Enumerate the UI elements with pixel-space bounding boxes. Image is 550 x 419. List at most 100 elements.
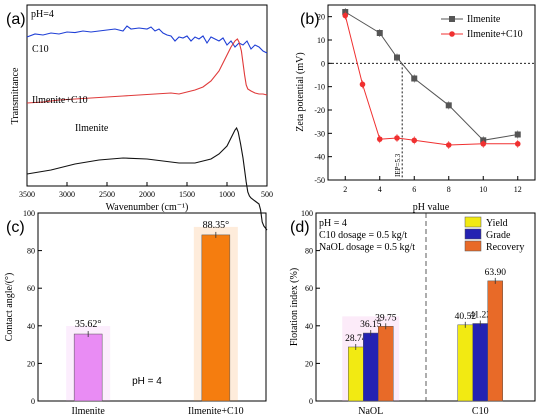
panel-a-x-tick-label: 3500 (19, 190, 35, 199)
panel-c-y-tick-label: 60 (27, 284, 35, 293)
panel-b-point-ilmenite-c10 (359, 81, 366, 88)
panel-d-y-tick-label: 80 (305, 247, 313, 256)
panel-b-point-ilmenite-c10 (445, 142, 452, 148)
panel-b-point-ilmenite-c10 (514, 141, 521, 147)
panel-b-iep-label: IEP=5.3 (394, 153, 402, 177)
panel-a-series-c10 (26, 25, 268, 54)
panel-b-x-tick-label: 10 (479, 185, 487, 194)
panel-d-naol-dosage: NaOL dosage = 0.5 kg/t (319, 242, 415, 253)
panel-a-x-tick-label: 3000 (59, 190, 75, 199)
panel-c-value-label: 35.62° (75, 319, 102, 330)
panel-d-bar-recovery (378, 326, 394, 402)
panel-d-bar-grade (363, 332, 379, 402)
panel-d-bar-recovery (487, 280, 503, 402)
panel-d-bar-yield (348, 346, 364, 402)
panel-d-value-label: 41.22 (470, 311, 492, 321)
panel-d: (d) Flotation index (%) 0 20 40 60 80 100 28.… (289, 209, 536, 417)
panel-a-x-tick-label: 1000 (219, 190, 235, 199)
panel-a-tag: (a) (6, 11, 26, 28)
panel-d-category-label: NaOL (358, 406, 383, 417)
panel-b-point-ilmenite (376, 30, 383, 36)
panel-b-point-ilmenite-c10 (394, 135, 400, 141)
panel-c-y-tick-label: 40 (27, 322, 35, 331)
panel-b-x-tick-label: 6 (412, 185, 416, 194)
panel-c-tag: (c) (6, 219, 25, 236)
panel-a-curve-label-c10: C10 (32, 44, 49, 55)
panel-a-curve-label-ilmenite: Ilmenite (75, 123, 109, 134)
legend-ilmenite-c10: Ilmenite+C10 (467, 29, 523, 40)
panel-b-series (342, 8, 521, 149)
panel-d-ph-annotation: pH = 4 (319, 218, 347, 229)
panel-c-y-tick-label: 80 (27, 247, 35, 256)
panel-c-y-tick-label: 0 (31, 397, 35, 406)
panel-c-ylabel: Contact angle/(°) (4, 273, 15, 342)
panel-d-axes: 0 20 40 60 80 100 (301, 209, 320, 406)
panel-b-series-ilmenite-c10 (344, 15, 518, 146)
panel-a-x-tick-label: 2500 (99, 190, 115, 199)
panel-b-x-tick-label: 4 (378, 185, 382, 194)
panel-b-point-ilmenite (514, 131, 521, 138)
panel-b-y-tick-label: 20 (317, 13, 325, 22)
panel-c-y-tick-label: 100 (23, 209, 35, 218)
panel-b-point-ilmenite-c10 (411, 137, 418, 144)
panel-a-curves (26, 25, 268, 231)
legend-grade: Grade (486, 230, 511, 241)
panel-b-y-tick-label: -30 (314, 129, 325, 138)
panel-c-category-label: Ilmenite+C10 (188, 406, 244, 417)
legend-yield-swatch (464, 216, 482, 228)
panel-b-y-tick-label: -10 (314, 83, 325, 92)
panel-b-axes: 2 4 6 8 10 12 20 10 0 -10 -20 -30 -40 -50 (314, 13, 521, 194)
panel-b-xlabel: pH value (413, 202, 450, 213)
panel-d-category-label: C10 (472, 406, 489, 417)
panel-d-value-label: 28.74 (345, 334, 367, 344)
panel-c-bar-ilmenite-c10 (201, 234, 231, 402)
panel-c-bar-ilmenite (73, 333, 103, 402)
panel-d-value-label: 40.52 (455, 312, 477, 322)
panel-b-y-tick-label: -40 (314, 153, 325, 162)
panel-d-y-tick-label: 0 (309, 397, 313, 406)
panel-b: (b) Zeta potential (mV) pH value 2 4 6 8 10 1… (295, 4, 536, 213)
panel-a-ylabel: Transmittance (10, 67, 21, 124)
panel-a-x-tick-label: 2000 (139, 190, 155, 199)
legend-square-marker (449, 16, 455, 22)
legend-recovery: Recovery (486, 242, 524, 253)
panel-c-axes: 0 20 40 60 80 100 (23, 209, 42, 406)
panel-d-y-tick-label: 40 (305, 322, 313, 331)
panel-a-xlabel: Wavenumber (cm⁻¹) (106, 202, 189, 213)
panel-b-y-tick-label: 0 (321, 59, 325, 68)
legend-grade-swatch (464, 228, 482, 240)
legend-yield: Yield (486, 218, 508, 229)
panel-b-x-tick-label: 8 (447, 185, 451, 194)
panel-d-value-label: 63.90 (485, 268, 507, 278)
legend-recovery-swatch (464, 240, 482, 252)
panel-d-y-tick-label: 100 (301, 209, 313, 218)
panel-d-tag: (d) (290, 219, 310, 236)
panel-a-x-axis: 3500 3000 2500 2000 1500 1000 500 (19, 182, 273, 199)
panel-b-y-tick-label: -50 (314, 176, 325, 185)
panel-b-y-tick-label: 10 (317, 36, 325, 45)
panel-d-bar-grade (472, 323, 488, 402)
panel-a-x-tick-label: 500 (261, 190, 273, 199)
panel-b-y-tick-label: -20 (314, 106, 325, 115)
panel-c: (c) Contact angle/(°) 0 20 40 60 80 100 35.62… (4, 209, 267, 417)
panel-b-legend: Ilmenite Ilmenite+C10 (441, 14, 523, 40)
panel-b-point-ilmenite (445, 102, 452, 109)
panel-d-plot-frame (315, 212, 536, 402)
panel-a-x-tick-label: 1500 (179, 190, 195, 199)
panel-a: (a) pH=4 Transmittance Wavenumber (cm⁻¹)… (6, 4, 273, 231)
panel-c-bars: 35.62° Ilmenite 88.35° Ilmenite+C10 (66, 220, 244, 417)
panel-b-plot-frame (327, 4, 536, 181)
panel-d-y-tick-label: 60 (305, 284, 313, 293)
legend-ilmenite: Ilmenite (467, 14, 501, 25)
panel-d-value-label: 36.15 (360, 320, 382, 330)
panel-b-point-ilmenite (411, 75, 418, 82)
panel-b-x-tick-label: 2 (343, 185, 347, 194)
panel-a-series-ilmenite-c10 (26, 38, 268, 104)
panel-a-curve-label-ilmenite-c10: Ilmenite+C10 (32, 95, 88, 106)
panel-b-point-ilmenite-c10 (376, 136, 383, 142)
legend-circle-marker (449, 31, 455, 37)
panel-d-bar-yield (457, 324, 473, 402)
panel-c-value-label: 88.35° (203, 220, 230, 231)
